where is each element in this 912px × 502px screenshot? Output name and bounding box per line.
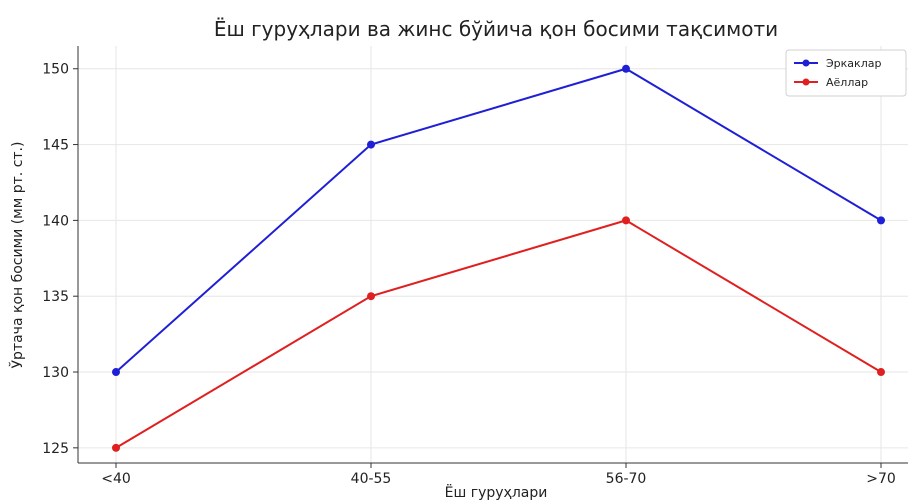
y-tick-label: 145	[42, 138, 69, 154]
y-tick-label: 140	[42, 213, 69, 229]
data-point	[877, 216, 885, 225]
x-tick-label: 40-55	[351, 471, 392, 487]
data-point	[877, 368, 885, 377]
x-tick-label: >70	[866, 471, 896, 487]
data-point	[112, 368, 120, 377]
legend-label: Аёллар	[826, 76, 868, 89]
y-tick-label: 150	[42, 62, 69, 78]
legend-label: Эркаклар	[826, 57, 881, 70]
y-tick-label: 130	[42, 365, 69, 381]
axes	[77, 46, 908, 464]
y-tick-label: 135	[42, 289, 69, 305]
data-point	[622, 216, 630, 225]
x-axis-label: Ёш гуруҳлари	[445, 483, 548, 501]
data-point	[367, 140, 375, 149]
data-point	[622, 64, 630, 73]
legend: Эркаклар Аёллар	[785, 49, 907, 97]
data-point	[367, 292, 375, 301]
data-point	[112, 443, 120, 452]
series-line-1	[115, 219, 882, 449]
tick-labels: 125 130 135 140 145 150 <40 40-55 56-70 >70	[42, 62, 896, 487]
chart-title: Ёш гуруҳлари ва жинс бўйича қон босими т…	[214, 17, 778, 41]
legend-marker	[802, 59, 810, 67]
legend-frame	[785, 49, 907, 97]
x-tick-label: <40	[101, 471, 131, 487]
legend-marker	[802, 78, 810, 86]
series-line-0	[115, 67, 882, 373]
grid	[78, 46, 908, 463]
y-axis-label: Ўртача қон босими (мм рт. ст.)	[8, 142, 26, 369]
series-lines	[112, 64, 885, 452]
y-tick-label: 125	[42, 441, 69, 457]
x-tick-label: 56-70	[606, 471, 647, 487]
